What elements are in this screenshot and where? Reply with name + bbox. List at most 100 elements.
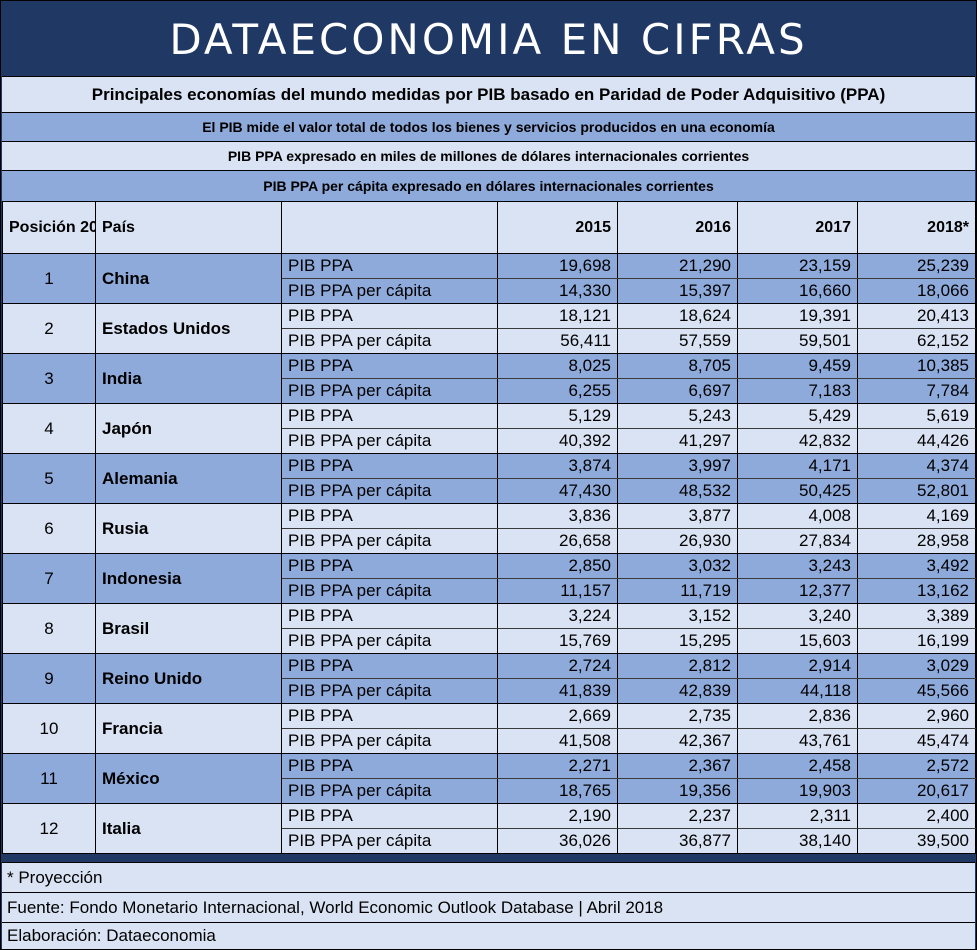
value-cell: 41,508 bbox=[497, 728, 618, 754]
table-row: 8 Brasil PIB PPA 3,224 3,152 3,240 3,389 bbox=[2, 603, 976, 654]
header-year: 2018* bbox=[857, 201, 976, 254]
value-cell: 28,958 bbox=[857, 528, 976, 554]
value-cell: 3,389 bbox=[857, 603, 976, 629]
value-cell: 44,426 bbox=[857, 428, 976, 454]
value-cell: 23,159 bbox=[737, 253, 858, 279]
rank-cell: 10 bbox=[2, 703, 96, 754]
value-cell: 7,183 bbox=[737, 378, 858, 404]
value-cell: 18,066 bbox=[857, 278, 976, 304]
value-cell: 16,199 bbox=[857, 628, 976, 654]
value-cell: 3,243 bbox=[737, 553, 858, 579]
value-cell: 20,617 bbox=[857, 778, 976, 804]
value-cell: 41,297 bbox=[617, 428, 738, 454]
value-cell: 26,658 bbox=[497, 528, 618, 554]
value-cell: 5,129 bbox=[497, 403, 618, 429]
header-year: 2015 bbox=[497, 201, 618, 254]
value-cell: 56,411 bbox=[497, 328, 618, 354]
table-row: PIB PPA per cápita 18,765 19,356 19,903 20,6… bbox=[3, 778, 976, 804]
value-cell: 2,735 bbox=[617, 703, 738, 729]
country-cell: Reino Unido bbox=[95, 653, 282, 704]
value-cell: 41,839 bbox=[497, 678, 618, 704]
table-row: PIB PPA per cápita 15,769 15,295 15,603 16,1… bbox=[3, 628, 976, 654]
table-row: PIB PPA per cápita 41,508 42,367 43,761 45,4… bbox=[3, 728, 976, 754]
table-row: 5 Alemania PIB PPA 3,874 3,997 4,171 4,374 bbox=[2, 453, 976, 504]
value-cell: 3,997 bbox=[617, 453, 738, 479]
table-row: PIB PPA per cápita 56,411 57,559 59,501 62,1… bbox=[3, 328, 976, 354]
banner-title: DATAECONOMIA EN CIFRAS bbox=[2, 2, 975, 77]
table-row: PIB PPA per cápita 36,026 36,877 38,140 39,5… bbox=[3, 828, 976, 854]
table-row: 12 Italia PIB PPA 2,190 2,237 2,311 2,400 bbox=[2, 803, 976, 854]
rank-cell: 4 bbox=[2, 403, 96, 454]
value-cell: 13,162 bbox=[857, 578, 976, 604]
metric-label-cell: PIB PPA bbox=[281, 553, 498, 579]
value-cell: 19,903 bbox=[737, 778, 858, 804]
value-cell: 5,619 bbox=[857, 403, 976, 429]
value-cell: 21,290 bbox=[617, 253, 738, 279]
value-cell: 5,243 bbox=[617, 403, 738, 429]
table-row: 4 Japón PIB PPA 5,129 5,243 5,429 5,619 bbox=[2, 403, 976, 454]
subtitle-units-pib: PIB PPA expresado en miles de millones d… bbox=[2, 142, 975, 171]
rank-cell: 2 bbox=[2, 303, 96, 354]
value-cell: 3,836 bbox=[497, 503, 618, 529]
table-row: PIB PPA per cápita 26,658 26,930 27,834 28,9… bbox=[3, 528, 976, 554]
metric-label-cell: PIB PPA per cápita bbox=[281, 478, 498, 504]
value-cell: 4,169 bbox=[857, 503, 976, 529]
metric-label-cell: PIB PPA bbox=[281, 453, 498, 479]
value-cell: 11,157 bbox=[497, 578, 618, 604]
value-cell: 2,572 bbox=[857, 753, 976, 779]
country-cell: Alemania bbox=[95, 453, 282, 504]
rank-cell: 1 bbox=[2, 253, 96, 304]
value-cell: 8,705 bbox=[617, 353, 738, 379]
table-row: 10 Francia PIB PPA 2,669 2,735 2,836 2,960 bbox=[2, 703, 976, 754]
value-cell: 19,391 bbox=[737, 303, 858, 329]
metric-label-cell: PIB PPA per cápita bbox=[281, 278, 498, 304]
value-cell: 15,295 bbox=[617, 628, 738, 654]
value-cell: 42,839 bbox=[617, 678, 738, 704]
value-cell: 36,026 bbox=[497, 828, 618, 854]
data-table: Posición 2017 País 2015 2016 2017 2018* … bbox=[2, 201, 976, 854]
value-cell: 2,190 bbox=[497, 803, 618, 829]
value-cell: 4,374 bbox=[857, 453, 976, 479]
table-row: 3 India PIB PPA 8,025 8,705 9,459 10,385 bbox=[2, 353, 976, 404]
rank-cell: 3 bbox=[2, 353, 96, 404]
metric-label-cell: PIB PPA bbox=[281, 503, 498, 529]
header-position: Posición 2017 bbox=[2, 201, 96, 254]
rank-cell: 8 bbox=[2, 603, 96, 654]
header-year: 2016 bbox=[617, 201, 738, 254]
value-cell: 50,425 bbox=[737, 478, 858, 504]
value-cell: 45,474 bbox=[857, 728, 976, 754]
value-cell: 12,377 bbox=[737, 578, 858, 604]
value-cell: 9,459 bbox=[737, 353, 858, 379]
metric-label-cell: PIB PPA bbox=[281, 303, 498, 329]
metric-label-cell: PIB PPA per cápita bbox=[281, 778, 498, 804]
value-cell: 18,765 bbox=[497, 778, 618, 804]
table-row: 11 México PIB PPA 2,271 2,367 2,458 2,572 bbox=[2, 753, 976, 804]
table-row: 2 Estados Unidos PIB PPA 18,121 18,624 19,391… bbox=[2, 303, 976, 354]
value-cell: 2,836 bbox=[737, 703, 858, 729]
value-cell: 3,877 bbox=[617, 503, 738, 529]
country-cell: México bbox=[95, 753, 282, 804]
rank-cell: 7 bbox=[2, 553, 96, 604]
value-cell: 14,330 bbox=[497, 278, 618, 304]
value-cell: 42,832 bbox=[737, 428, 858, 454]
value-cell: 6,255 bbox=[497, 378, 618, 404]
table-row: PIB PPA per cápita 14,330 15,397 16,660 18,0… bbox=[3, 278, 976, 304]
table-row: 7 Indonesia PIB PPA 2,850 3,032 3,243 3,492 bbox=[2, 553, 976, 604]
metric-label-cell: PIB PPA per cápita bbox=[281, 678, 498, 704]
rank-cell: 6 bbox=[2, 503, 96, 554]
value-cell: 42,367 bbox=[617, 728, 738, 754]
value-cell: 2,271 bbox=[497, 753, 618, 779]
metric-label-cell: PIB PPA per cápita bbox=[281, 528, 498, 554]
metric-label-cell: PIB PPA per cápita bbox=[281, 328, 498, 354]
value-cell: 6,697 bbox=[617, 378, 738, 404]
value-cell: 25,239 bbox=[857, 253, 976, 279]
value-cell: 11,719 bbox=[617, 578, 738, 604]
value-cell: 15,769 bbox=[497, 628, 618, 654]
value-cell: 26,930 bbox=[617, 528, 738, 554]
rank-cell: 5 bbox=[2, 453, 96, 504]
value-cell: 2,400 bbox=[857, 803, 976, 829]
table-row: 6 Rusia PIB PPA 3,836 3,877 4,008 4,169 bbox=[2, 503, 976, 554]
value-cell: 2,960 bbox=[857, 703, 976, 729]
value-cell: 5,429 bbox=[737, 403, 858, 429]
